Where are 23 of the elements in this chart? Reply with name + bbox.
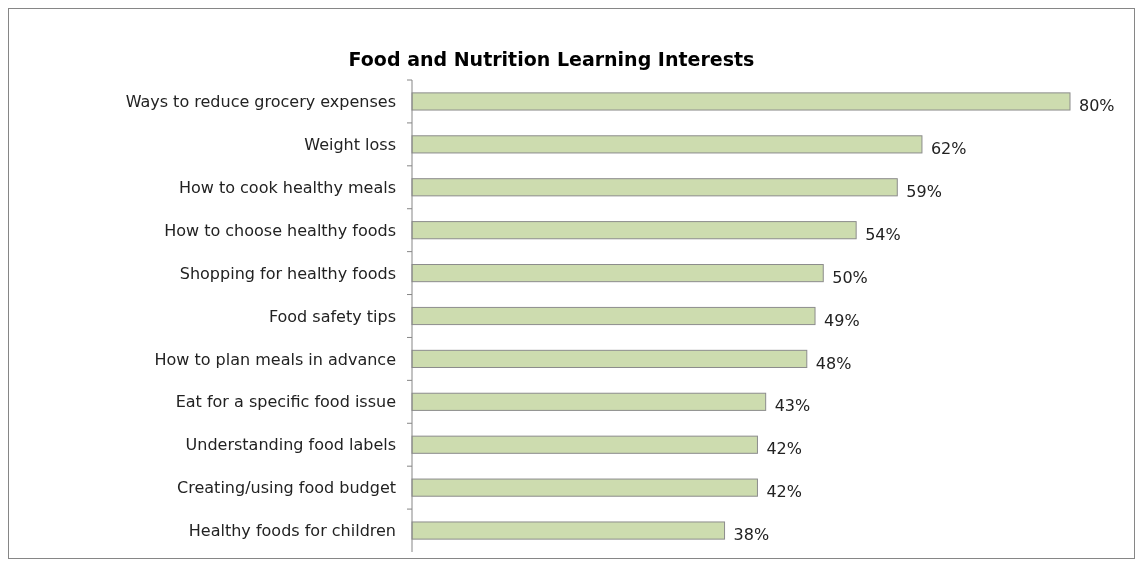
chart-title: Food and Nutrition Learning Interests bbox=[348, 48, 755, 70]
y-tick-label: Creating/using food budget bbox=[177, 478, 396, 498]
y-tick-label: Weight loss bbox=[304, 134, 396, 154]
data-label: 50% bbox=[832, 267, 868, 287]
y-tick-label: Healthy foods for children bbox=[188, 521, 396, 541]
data-label: 43% bbox=[774, 396, 811, 416]
y-tick-label: How to plan meals in advance bbox=[154, 349, 396, 369]
y-tick-label: Understanding food labels bbox=[185, 435, 396, 455]
y-tick-label: How to cook healthy meals bbox=[178, 177, 396, 197]
y-tick-label: Eat for a specific food issue bbox=[175, 392, 396, 412]
y-tick-label: Shopping for healthy foods bbox=[179, 263, 396, 283]
data-label: 62% bbox=[930, 138, 967, 158]
data-label: 54% bbox=[865, 224, 901, 244]
y-tick-label: Food safety tips bbox=[268, 306, 396, 326]
y-tick-label: How to choose healthy foods bbox=[164, 220, 396, 240]
data-label: 49% bbox=[824, 310, 860, 330]
data-label: 42% bbox=[766, 482, 803, 502]
y-tick-label: Ways to reduce grocery expenses bbox=[125, 92, 396, 112]
data-label: 80% bbox=[1079, 96, 1115, 116]
data-label: 38% bbox=[733, 525, 770, 545]
data-label: 42% bbox=[766, 439, 803, 459]
data-label: 48% bbox=[815, 353, 852, 373]
data-label: 59% bbox=[906, 181, 942, 201]
